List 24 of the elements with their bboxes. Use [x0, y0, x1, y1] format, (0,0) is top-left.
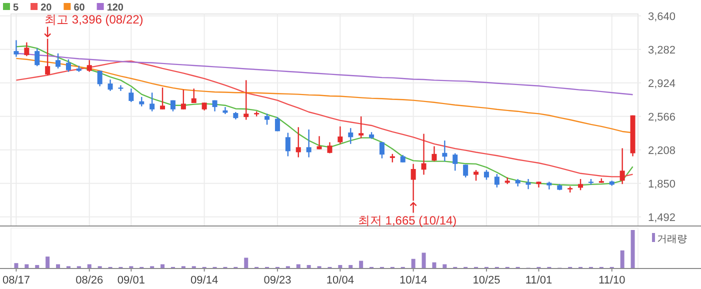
x-tick-label: 09/14 [190, 274, 218, 286]
x-tick-label: 08/17 [2, 274, 30, 286]
x-tick-label: 10/14 [400, 274, 428, 286]
legend-label: 거래량 [657, 234, 687, 245]
y-tick-label: 1,850 [648, 178, 676, 190]
y-tick-label: 3,640 [648, 10, 676, 23]
y-tick-label: 2,208 [648, 144, 676, 157]
x-tick-label: 10/04 [326, 274, 354, 286]
legend-label: 120 [106, 2, 124, 14]
annotation: 최고 3,396 (08/22) [44, 12, 144, 27]
y-tick-label: 2,566 [648, 111, 676, 124]
y-tick-label: 1,492 [648, 212, 676, 224]
legend-label: 60 [74, 2, 86, 14]
legend-label: 5 [13, 2, 19, 14]
y-tick-label: 3,282 [648, 44, 676, 56]
x-tick-label: 09/23 [264, 274, 292, 286]
y-tick-label: 2,924 [648, 78, 676, 90]
x-tick-label: 11/10 [598, 274, 626, 286]
x-tick-label: 11/01 [525, 274, 552, 286]
x-tick-label: 10/25 [472, 274, 500, 286]
annotation: 최저 1,665 (10/14) [358, 214, 457, 228]
legend-label: 20 [40, 2, 52, 14]
x-tick-label: 09/01 [117, 274, 145, 286]
x-tick-label: 08/26 [76, 274, 104, 286]
